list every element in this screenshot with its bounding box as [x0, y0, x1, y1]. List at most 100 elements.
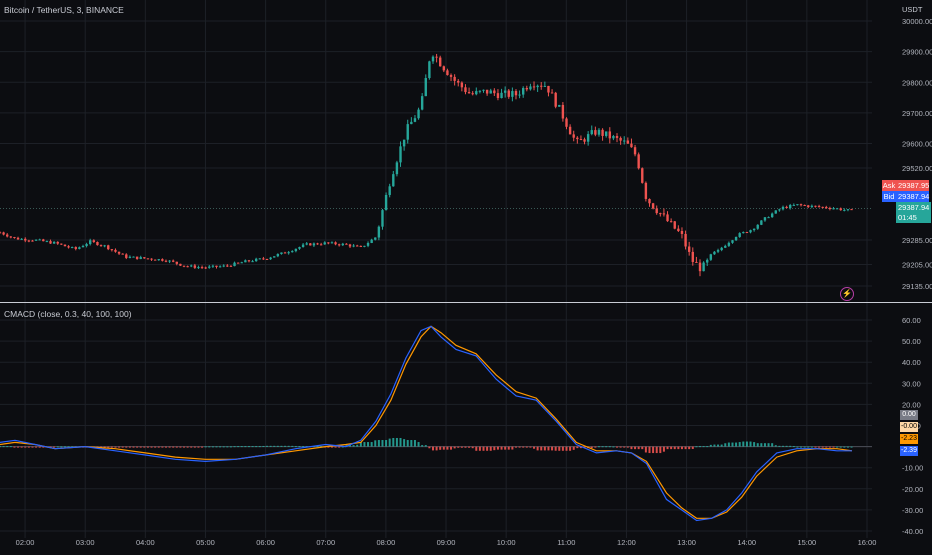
hist-bar-111 [399, 437, 402, 447]
hist-bar-154 [554, 446, 557, 451]
hist-bar-113 [406, 440, 409, 447]
hist-bar-76 [273, 445, 276, 447]
x-tick-label-7: 09:00 [437, 538, 456, 547]
hist-bar-38 [136, 446, 139, 448]
candle-body-103 [370, 239, 373, 243]
candle-body-114 [410, 121, 413, 125]
hist-bar-134 [482, 446, 485, 451]
bid-tag: Bid 29387.94 [882, 191, 930, 202]
hist-bar-124 [446, 446, 449, 450]
candle-body-203 [731, 240, 734, 243]
hist-bar-98 [352, 445, 355, 447]
hist-bar-231 [832, 446, 835, 448]
x-tick-label-6: 08:00 [376, 538, 395, 547]
candle-body-134 [482, 89, 485, 91]
candle-body-25 [89, 240, 92, 245]
candle-body-73 [262, 258, 265, 260]
hist-bar-122 [439, 446, 442, 450]
hist-bar-57 [204, 446, 207, 448]
candle-body-30 [107, 245, 110, 250]
ind-tick-label-4: 20.00 [902, 400, 921, 409]
candle-body-127 [457, 80, 460, 83]
candle-body-32 [114, 249, 117, 252]
hist-bar-89 [320, 446, 323, 448]
hist-bar-189 [680, 446, 683, 450]
hist-bar-2 [6, 446, 9, 448]
hist-bar-117 [421, 445, 424, 447]
hist-bar-131 [471, 446, 474, 449]
candle-body-67 [240, 262, 243, 264]
hist-bar-204 [735, 442, 738, 447]
hist-bar-42 [150, 446, 153, 448]
hist-bar-121 [435, 446, 438, 451]
candle-body-140 [503, 90, 507, 93]
candle-body-220 [792, 204, 796, 206]
candle-body-139 [500, 92, 503, 99]
hist-bar-147 [529, 446, 532, 448]
candle-body-59 [211, 265, 215, 267]
ind-tick-label-1: 50.00 [902, 337, 921, 346]
hist-bar-217 [781, 445, 784, 447]
candle-body-189 [680, 231, 684, 234]
candle-body-135 [485, 89, 489, 94]
ask-label: Ask [882, 180, 896, 191]
candle-body-233 [839, 208, 842, 211]
hist-bar-136 [489, 446, 492, 451]
ask-tag: Ask 29387.95 [882, 180, 930, 191]
candle-body-219 [789, 204, 792, 209]
hist-bar-16 [56, 446, 59, 448]
hist-bar-178 [641, 446, 644, 450]
candle-body-107 [384, 194, 388, 211]
candle-body-221 [796, 204, 799, 206]
hist-bar-102 [367, 442, 370, 447]
hist-bar-205 [738, 442, 741, 447]
hist-bar-181 [652, 446, 655, 454]
hist-bar-32 [114, 446, 117, 448]
hist-bar-115 [413, 440, 416, 447]
hist-bar-173 [623, 446, 626, 448]
candle-body-115 [413, 118, 417, 122]
candle-body-175 [630, 143, 633, 148]
price-tick-label-0: 30000.00 [902, 17, 932, 26]
candle-body-71 [254, 258, 258, 262]
badge-macd: -2.39 [900, 446, 918, 456]
hist-bar-234 [843, 446, 846, 448]
hist-bar-80 [287, 445, 290, 447]
candle-body-212 [763, 217, 767, 221]
candle-body-87 [312, 243, 316, 246]
ind-tick-label-2: 40.00 [902, 358, 921, 367]
badge-zero: 0.00 [900, 410, 918, 420]
hist-bar-14 [49, 446, 52, 448]
candle-body-206 [742, 232, 745, 234]
candle-body-207 [745, 232, 749, 234]
lightning-icon[interactable]: ⚡ [840, 287, 854, 301]
ind-tick-label-0: 60.00 [902, 316, 921, 325]
hist-bar-15 [53, 446, 56, 448]
candle-body-137 [493, 90, 496, 94]
candle-body-16 [56, 241, 59, 244]
candle-body-213 [767, 217, 770, 219]
hist-bar-120 [431, 446, 434, 451]
price-tick-label-7: 29205.00 [902, 261, 932, 270]
candle-body-223 [803, 205, 806, 207]
hist-bar-222 [800, 446, 803, 448]
candle-body-188 [677, 228, 680, 232]
candle-body-132 [475, 91, 478, 95]
candle-body-141 [507, 90, 510, 97]
hist-bar-68 [244, 446, 247, 448]
candle-body-133 [478, 90, 482, 92]
candle-body-155 [558, 104, 561, 107]
candle-body-112 [402, 139, 406, 147]
hist-bar-236 [850, 446, 853, 448]
hist-bar-135 [486, 446, 489, 451]
x-tick-label-5: 07:00 [316, 538, 335, 547]
macd-line [0, 325, 852, 522]
x-tick-label-8: 10:00 [497, 538, 516, 547]
candle-body-50 [179, 263, 182, 266]
candle-body-27 [96, 241, 99, 246]
candle-body-217 [781, 206, 785, 210]
hist-bar-211 [760, 443, 763, 447]
candle-body-106 [381, 210, 384, 227]
hist-bar-51 [183, 446, 186, 448]
hist-bar-160 [576, 446, 579, 449]
